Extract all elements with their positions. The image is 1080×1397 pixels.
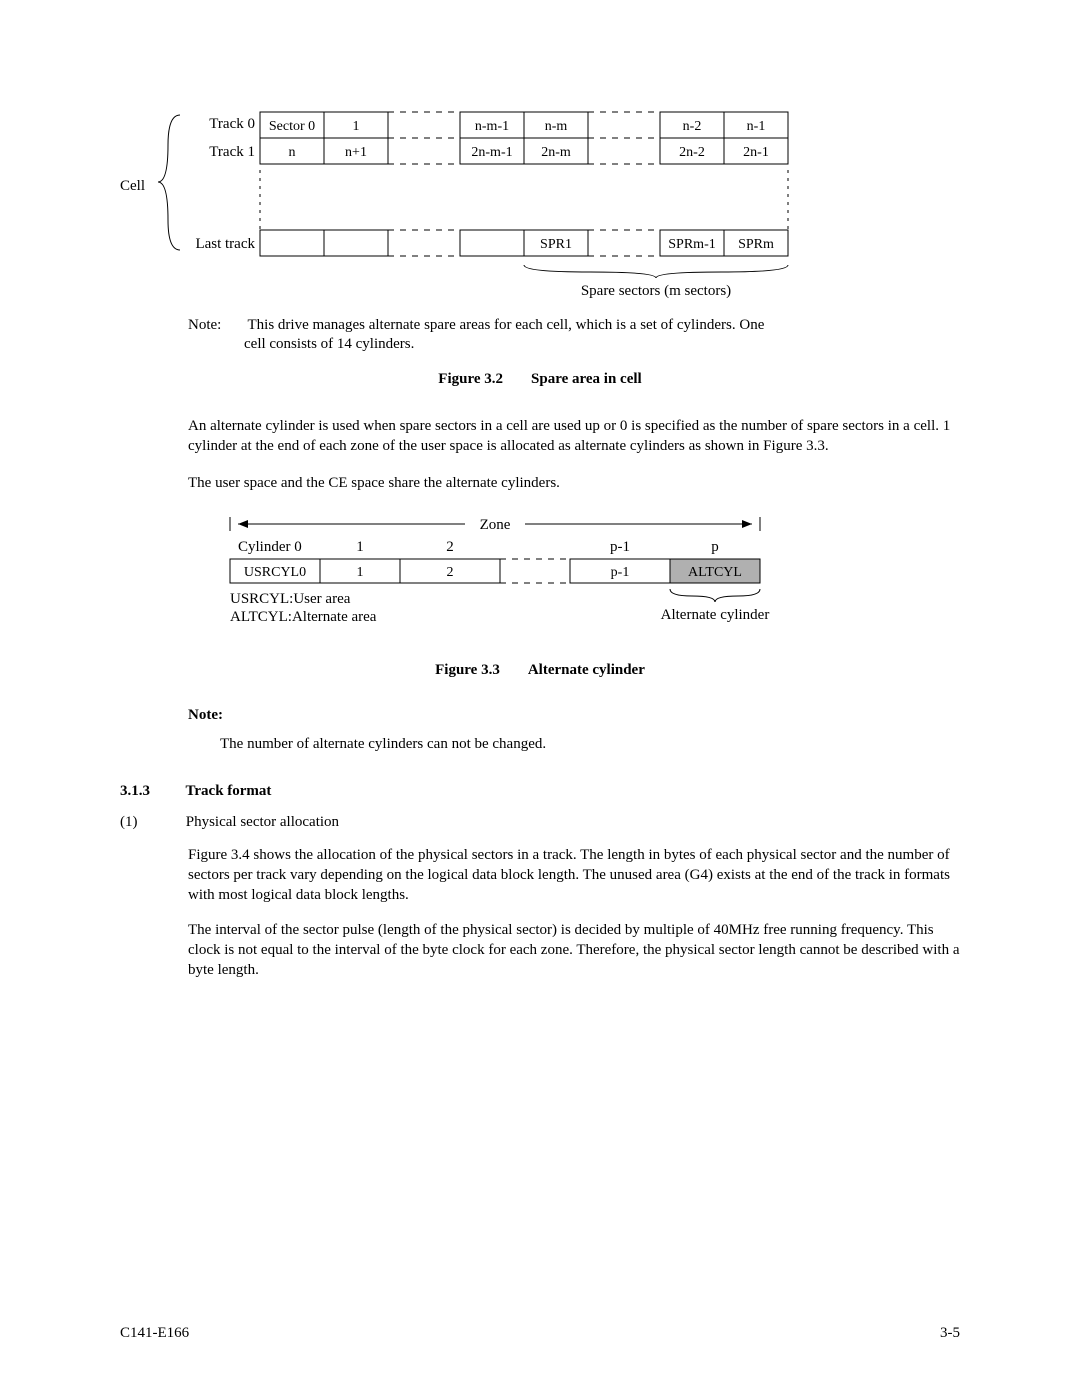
- figure-spare-area: Cell Track 0 Track 1 Last track Sector 0…: [120, 100, 960, 305]
- svg-text:SPR1: SPR1: [540, 237, 572, 252]
- svg-text:USRCYL:User area: USRCYL:User area: [230, 591, 351, 607]
- svg-text:1: 1: [356, 539, 364, 555]
- note-label: Note:: [188, 317, 244, 334]
- track-row-last: SPR1 SPRm-1 SPRm: [260, 230, 788, 256]
- svg-text:2: 2: [447, 565, 454, 580]
- subsection-title: Physical sector allocation: [186, 814, 339, 830]
- svg-text:Sector 0: Sector 0: [269, 119, 315, 134]
- subsection-heading: (1) Physical sector allocation: [120, 814, 960, 831]
- note-text-l2: cell consists of 14 cylinders.: [120, 336, 960, 353]
- note-heading: Note:: [188, 707, 960, 724]
- svg-text:Last track: Last track: [195, 236, 255, 252]
- footer-page-number: 3-5: [940, 1325, 960, 1342]
- svg-text:Track 1: Track 1: [209, 144, 255, 160]
- svg-text:n: n: [289, 145, 296, 160]
- track-row-0: Sector 0 1 n-m-1 n-m n-2 n-1: [260, 112, 788, 138]
- svg-text:ALTCYL: ALTCYL: [688, 565, 742, 580]
- svg-text:p: p: [711, 539, 719, 555]
- section-heading: 3.1.3 Track format: [120, 783, 960, 800]
- svg-text:2n-2: 2n-2: [679, 145, 705, 160]
- paragraph-4: The interval of the sector pulse (length…: [188, 920, 960, 981]
- svg-text:Zone: Zone: [480, 517, 511, 533]
- svg-text:2n-m-1: 2n-m-1: [471, 145, 512, 160]
- svg-text:SPRm-1: SPRm-1: [668, 237, 715, 252]
- svg-text:n-2: n-2: [683, 119, 702, 134]
- svg-text:n-m: n-m: [545, 119, 568, 134]
- figure-caption-2: Figure 3.3Alternate cylinder: [120, 662, 960, 679]
- figure-note: Note: This drive manages alternate spare…: [120, 317, 960, 334]
- svg-text:Cylinder 0: Cylinder 0: [238, 539, 302, 555]
- svg-text:1: 1: [357, 565, 364, 580]
- figure-alternate-cylinder: Zone Cylinder 0 1 2 p-1 p USRCYL0 1 2 p-…: [220, 509, 960, 644]
- cell-label: Cell: [120, 178, 145, 194]
- paragraph-3: Figure 3.4 shows the allocation of the p…: [188, 845, 960, 906]
- svg-text:Track 0: Track 0: [209, 116, 255, 132]
- footer-doc-id: C141-E166: [120, 1325, 189, 1342]
- paragraph-1: An alternate cylinder is used when spare…: [188, 416, 960, 457]
- track-row-1: n n+1 2n-m-1 2n-m 2n-2 2n-1: [260, 138, 788, 164]
- svg-text:1: 1: [353, 119, 360, 134]
- svg-text:2: 2: [446, 539, 454, 555]
- svg-text:n-1: n-1: [747, 119, 766, 134]
- svg-text:p-1: p-1: [610, 539, 630, 555]
- svg-text:n+1: n+1: [345, 145, 367, 160]
- figure-caption-1: Figure 3.2Spare area in cell: [120, 371, 960, 388]
- paragraph-2: The user space and the CE space share th…: [188, 473, 960, 493]
- note-body: The number of alternate cylinders can no…: [220, 736, 960, 753]
- svg-text:2n-m: 2n-m: [541, 145, 571, 160]
- svg-text:n-m-1: n-m-1: [475, 119, 509, 134]
- svg-text:p-1: p-1: [611, 565, 630, 580]
- svg-text:ALTCYL:Alternate area: ALTCYL:Alternate area: [230, 609, 377, 625]
- note-text-l1: This drive manages alternate spare areas…: [247, 317, 764, 333]
- page-footer: C141-E166 3-5: [120, 1325, 960, 1342]
- svg-text:Alternate cylinder: Alternate cylinder: [661, 607, 770, 623]
- section-title: Track format: [185, 783, 271, 799]
- svg-text:USRCYL0: USRCYL0: [244, 565, 306, 580]
- svg-text:Spare sectors (m sectors): Spare sectors (m sectors): [581, 283, 731, 299]
- svg-text:SPRm: SPRm: [738, 237, 774, 252]
- subsection-number: (1): [120, 814, 182, 831]
- svg-text:2n-1: 2n-1: [743, 145, 769, 160]
- section-number: 3.1.3: [120, 783, 182, 800]
